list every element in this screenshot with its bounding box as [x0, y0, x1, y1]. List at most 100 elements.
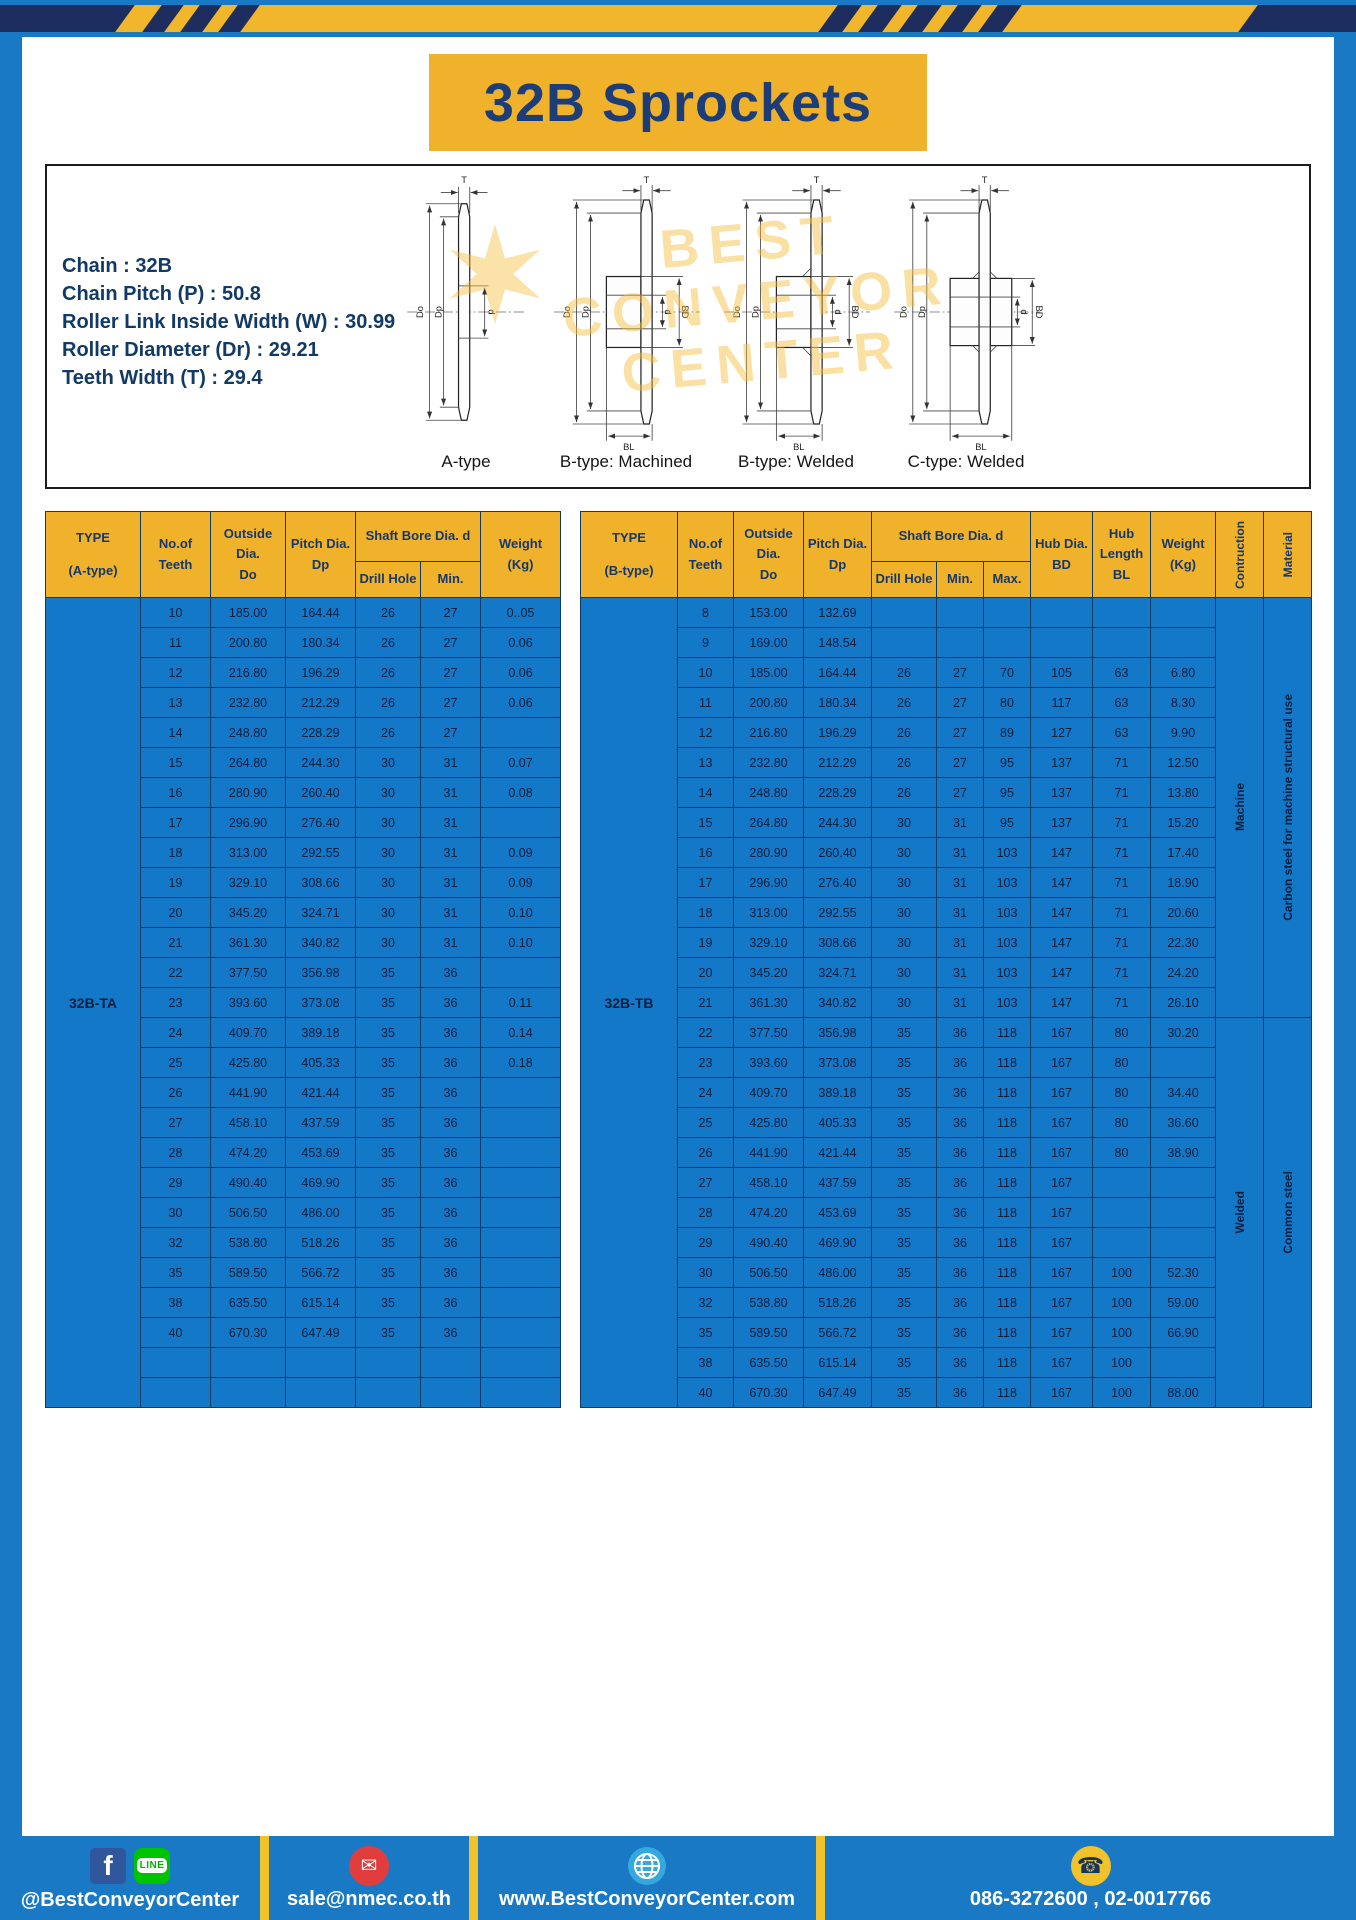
table-cell: 292.55 — [285, 837, 356, 868]
table-cell: 248.80 — [733, 777, 804, 808]
table-cell — [1150, 627, 1216, 658]
table-cell: 26.10 — [1150, 987, 1216, 1018]
table-cell: 118 — [983, 1107, 1031, 1138]
table-cell: 26 — [677, 1137, 734, 1168]
spec-line: Roller Link Inside Width (W) : 30.99 — [62, 311, 396, 333]
table-cell: 280.90 — [733, 837, 804, 868]
table-row: 30 506.50 486.00 35 36 — [46, 1197, 561, 1228]
table-cell: 361.30 — [210, 927, 286, 958]
table-cell: 0.09 — [480, 867, 561, 898]
dim-label-bd: BD — [680, 306, 690, 319]
dim-label-do: Do — [562, 306, 572, 318]
table-cell: 80 — [1092, 1107, 1151, 1138]
table-cell: 409.70 — [733, 1077, 804, 1108]
table-cell: 0.06 — [480, 657, 561, 688]
table-cell: 71 — [1092, 987, 1151, 1018]
material-cell: Carbon steel for machine structural use — [1263, 597, 1312, 1018]
table-cell: 167 — [1030, 1197, 1093, 1228]
sprocket-plate — [978, 199, 991, 425]
table-cell: 80 — [1092, 1077, 1151, 1108]
table-cell: 29 — [140, 1167, 211, 1198]
header-row: TYPE (B-type) No.of Teeth Outside Dia. Do Pitch… — [580, 511, 1312, 598]
table-cell: 30 — [871, 867, 937, 898]
table-cell: 345.20 — [210, 897, 286, 928]
table-cell: 24 — [677, 1077, 734, 1108]
table-cell: 20 — [140, 897, 211, 928]
column-header: Min. — [420, 561, 481, 598]
table-cell: 95 — [983, 777, 1031, 808]
phone-glyph: ☎ — [1076, 1852, 1105, 1878]
table-row: 17 296.90 276.40 30 31 103 147 71 18.90 — [581, 867, 1312, 898]
table-cell — [480, 1227, 561, 1258]
table-row: 38 635.50 615.14 35 36 — [46, 1287, 561, 1318]
table-cell: 260.40 — [803, 837, 872, 868]
table-cell: 63 — [1092, 657, 1151, 688]
table-cell — [210, 1347, 286, 1378]
construction-header-label: Contruction — [1232, 520, 1247, 589]
table-cell — [871, 627, 937, 658]
table-cell: 324.71 — [803, 957, 872, 988]
table-cell: 26 — [355, 597, 421, 628]
table-cell: 52.30 — [1150, 1257, 1216, 1288]
table-cell: 71 — [1092, 957, 1151, 988]
table-cell: 506.50 — [733, 1257, 804, 1288]
table-cell: 0.14 — [480, 1017, 561, 1048]
dim-label-t: T — [982, 175, 988, 185]
table-cell: 6.80 — [1150, 657, 1216, 688]
table-cell: 36 — [420, 957, 481, 988]
table-cell: 670.30 — [210, 1317, 286, 1348]
table-row: 32 538.80 518.26 35 36 118 167 100 59.00 — [581, 1287, 1312, 1318]
table-row: 28 474.20 453.69 35 36 — [46, 1137, 561, 1168]
table-cell: 14 — [140, 717, 211, 748]
column-header: Outside Dia. Do — [733, 511, 804, 598]
table-row: 32B-TA 10 185.00 164.44 26 27 0..05 — [45, 597, 561, 1408]
table-cell: 80 — [1092, 1017, 1151, 1048]
figure-caption: A-type — [441, 452, 491, 471]
table-cell — [480, 1287, 561, 1318]
column-header: Outside Dia. Do — [210, 511, 286, 598]
stripe-segment — [972, 5, 1028, 32]
table-cell: 118 — [983, 1047, 1031, 1078]
footer-website: www.BestConveyorCenter.com — [498, 1887, 795, 1910]
table-cell: 147 — [1030, 957, 1093, 988]
table-row: 28 474.20 453.69 35 36 118 167 — [581, 1197, 1312, 1228]
table-row: 32 538.80 518.26 35 36 — [46, 1227, 561, 1258]
table-cell: 647.49 — [803, 1377, 872, 1408]
table-cell: 453.69 — [803, 1197, 872, 1228]
column-header: TYPE (B-type) — [580, 511, 678, 598]
table-b-wrapper: TYPE (B-type) No.of Teeth Outside Dia. Do Pitch… — [580, 511, 1312, 1408]
table-row: 18 313.00 292.55 30 31 103 147 71 20.60 — [581, 897, 1312, 928]
table-cell: 36 — [420, 1017, 481, 1048]
table-cell: 389.18 — [803, 1077, 872, 1108]
table-cell: 393.60 — [210, 987, 286, 1018]
table-cell: 180.34 — [285, 627, 356, 658]
table-cell: 36 — [420, 1047, 481, 1078]
spec-line: Chain : 32B — [62, 255, 173, 277]
table-row: 13 232.80 212.29 26 27 0.06 — [46, 687, 561, 718]
dimension-lines — [425, 186, 489, 421]
table-cell: 35 — [871, 1257, 937, 1288]
table-cell: 27 — [936, 777, 984, 808]
table-cell: 35 — [871, 1287, 937, 1318]
table-b-type: TYPE (B-type) No.of Teeth Outside Dia. Do Pitch… — [580, 511, 1312, 1408]
table-cell: 35 — [355, 1197, 421, 1228]
table-cell: 36 — [936, 1017, 984, 1048]
table-cell: 167 — [1030, 1077, 1093, 1108]
table-cell: 100 — [1092, 1287, 1151, 1318]
table-row: 10 185.00 164.44 26 27 70 105 63 6.80 — [581, 657, 1312, 688]
dim-label-t: T — [644, 175, 650, 185]
table-cell: 100 — [1092, 1257, 1151, 1288]
table-cell: 27 — [936, 747, 984, 778]
table-cell: 486.00 — [803, 1257, 872, 1288]
table-cell: 474.20 — [210, 1137, 286, 1168]
dim-label-do: Do — [415, 306, 425, 318]
table-cell: 27 — [936, 687, 984, 718]
table-cell: 36 — [936, 1107, 984, 1138]
table-cell: 36 — [420, 1227, 481, 1258]
table-row — [46, 1377, 561, 1408]
table-cell: 35 — [355, 1047, 421, 1078]
table-cell — [480, 1107, 561, 1138]
table-cell: 13.80 — [1150, 777, 1216, 808]
table-cell: 538.80 — [733, 1287, 804, 1318]
